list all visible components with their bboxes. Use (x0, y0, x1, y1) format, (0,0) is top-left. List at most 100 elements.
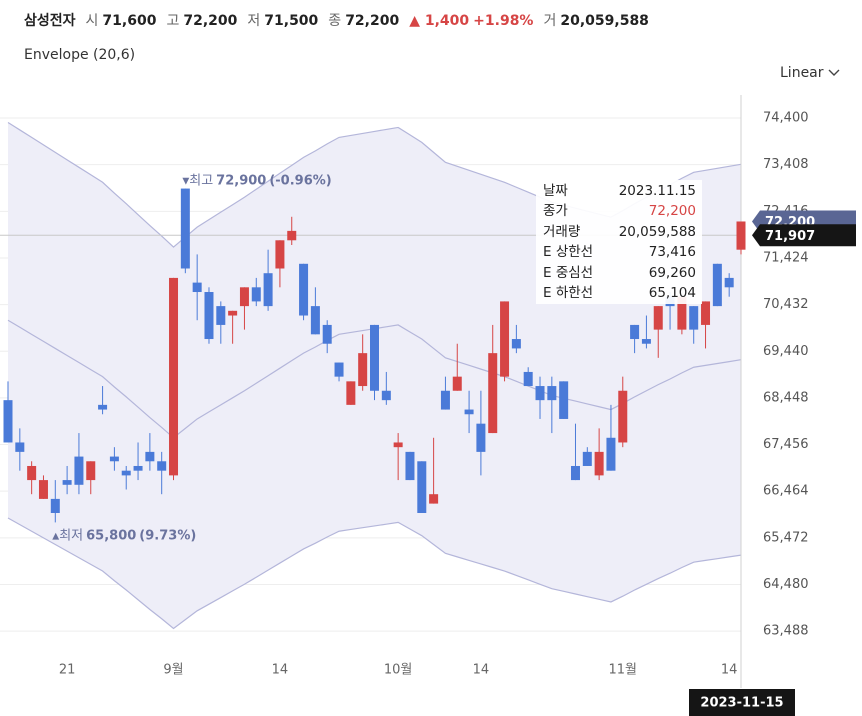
field-value: 72,200 (183, 13, 238, 29)
y-tick-label: 74,400 (763, 111, 809, 126)
candle-body (133, 465, 143, 471)
dropdown-icon[interactable] (828, 69, 840, 77)
date-tag-label: 2023-11-15 (700, 696, 783, 711)
tooltip-value: 69,260 (648, 264, 696, 281)
tooltip-value: 20,059,588 (618, 223, 696, 240)
field-label: 저 (247, 13, 261, 29)
field-label: 종 (328, 13, 342, 29)
annotation-label: 최고 (189, 173, 213, 188)
candle-body (736, 221, 746, 250)
candle-body (570, 465, 580, 481)
tooltip-label: 종가 (543, 203, 568, 220)
candle-body (38, 480, 48, 499)
y-tick-label: 70,432 (763, 297, 809, 312)
candle-body (547, 386, 557, 401)
scale-dropdown[interactable]: Linear (780, 65, 840, 81)
y-tick-label: 69,440 (763, 344, 809, 359)
header: 삼성전자 시 71,600 고 72,200 저 71,500 종 72,200 ▲ 1,400 +… (24, 10, 649, 30)
candle-body (712, 263, 722, 307)
candle-body (180, 188, 190, 269)
candle-body (452, 376, 462, 391)
candle-body (15, 442, 25, 452)
tooltip-row: 거래량 20,059,588 (536, 222, 702, 242)
price-tag-label: 71,907 (765, 229, 815, 244)
candle-body (299, 263, 309, 316)
x-tick-label: 9월 (163, 663, 183, 678)
y-tick-label: 67,456 (763, 437, 809, 452)
candle-body (535, 386, 545, 401)
candle-body (358, 353, 368, 387)
indicator-label: Envelope (20,6) (24, 47, 136, 63)
candle-body (3, 400, 13, 443)
candle-body (689, 306, 699, 330)
volume-label: 거 (543, 13, 557, 29)
tooltip-value: 2023.11.15 (618, 183, 696, 199)
candle-body (393, 442, 403, 448)
candle-body (204, 292, 214, 340)
tooltip-value: 65,104 (648, 284, 696, 301)
candle-body (594, 451, 604, 476)
candle-body (346, 381, 356, 405)
annotation: ▼최고 72,900 (-0.96%) (182, 173, 331, 188)
candle-body (618, 390, 628, 443)
candle-body (157, 461, 167, 471)
candle-body (641, 339, 651, 344)
tooltip-row: E 중심선 69,260 (536, 263, 702, 283)
tooltip-label: E 하한선 (543, 284, 594, 301)
field-label: 고 (166, 13, 180, 29)
candle-body (228, 310, 238, 316)
scale-option[interactable]: Linear (780, 65, 824, 81)
candle-body (677, 296, 687, 330)
candle-body (275, 240, 285, 269)
candle-body (523, 371, 533, 387)
candle-body (701, 301, 711, 325)
tooltip-label: 날짜 (543, 183, 568, 199)
y-tick-label: 64,480 (763, 577, 809, 592)
candle-body (405, 451, 415, 481)
candle-body (429, 494, 439, 504)
x-tick-label: 14 (473, 663, 490, 678)
candle-body (724, 277, 734, 288)
candle-body (334, 362, 344, 377)
candle-body (653, 306, 663, 330)
candle-body (500, 301, 510, 377)
tooltip-value: 72,200 (648, 203, 696, 220)
candle-body (98, 404, 108, 410)
change: ▲ 1,400 (409, 13, 470, 29)
candle-body (263, 273, 273, 307)
field-label: 시 (85, 13, 99, 29)
annotation-marker: ▼ (182, 176, 189, 186)
field-value: 71,500 (264, 13, 319, 29)
x-tick-label: 21 (59, 663, 76, 678)
y-tick-label: 65,472 (763, 530, 809, 545)
change-pct: +1.98% (473, 13, 534, 29)
candle-body (464, 409, 474, 415)
candle-body (606, 437, 616, 471)
annotation: ▲최저 65,800 (9.73%) (52, 528, 196, 543)
tooltip-label: E 중심선 (543, 264, 594, 281)
candle-body (50, 498, 60, 514)
candle-body (476, 423, 486, 452)
stock-name: 삼성전자 (24, 13, 76, 29)
candle-body (74, 456, 84, 485)
date-tag (689, 689, 795, 716)
candle-body (310, 306, 320, 335)
candle-body (417, 461, 427, 514)
x-tick-label: 11월 (609, 663, 638, 678)
tooltip-row: E 하한선 65,104 (536, 283, 702, 303)
candle-body (27, 465, 37, 481)
tooltip-value: 73,416 (648, 244, 696, 261)
y-tick-label: 71,424 (763, 250, 809, 265)
candle-body (192, 282, 202, 293)
candle-body (62, 480, 72, 485)
tooltip-label: 거래량 (543, 223, 581, 240)
candle-body (559, 381, 569, 419)
candle-body (370, 324, 379, 391)
y-tick-label: 63,488 (763, 624, 809, 639)
candle-body (145, 451, 155, 462)
annotation-change: (-0.96%) (269, 173, 331, 188)
price-tag (752, 224, 856, 247)
annotation-marker: ▲ (52, 531, 59, 541)
